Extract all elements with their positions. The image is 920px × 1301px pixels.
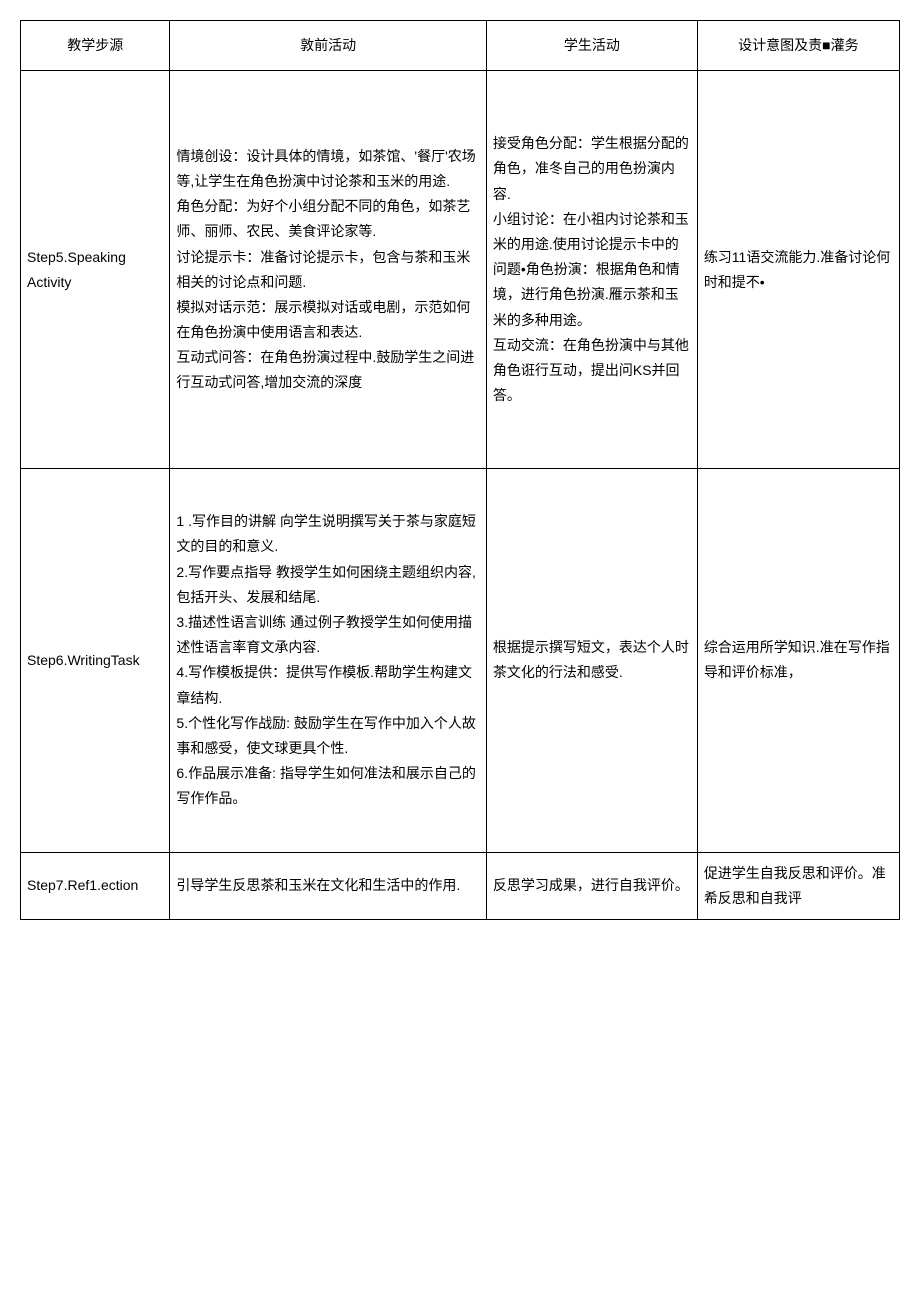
step-cell: Step7.Ref1.ection: [21, 852, 170, 919]
step-cell: Step5.Speaking Activity: [21, 71, 170, 469]
header-teacher: 敦前活动: [170, 21, 486, 71]
lesson-plan-table: 教学步源 敦前活动 学生活动 设计意图及责■灌务 Step5.Speaking …: [20, 20, 900, 920]
header-design: 设计意图及责■灌务: [697, 21, 899, 71]
teacher-cell: 1 .写作目的讲解 向学生说明撰写关于茶与家庭短文的目的和意义.2.写作要点指导…: [170, 469, 486, 852]
step-cell: Step6.WritingTask: [21, 469, 170, 852]
student-cell: 接受角色分配：学生根据分配的角色，准冬自己的用色扮演内容.小组讨论：在小祖内讨论…: [486, 71, 697, 469]
teacher-cell: 引导学生反思茶和玉米在文化和生活中的作用.: [170, 852, 486, 919]
header-step: 教学步源: [21, 21, 170, 71]
design-cell: 综合运用所学知识.准在写作指导和评价标准，: [697, 469, 899, 852]
table-row: Step6.WritingTask 1 .写作目的讲解 向学生说明撰写关于茶与家…: [21, 469, 900, 852]
design-cell: 促进学生自我反思和评价。准希反思和自我评: [697, 852, 899, 919]
student-cell: 根据提示撰写短文，表达个人时茶文化的行法和感受.: [486, 469, 697, 852]
header-student: 学生活动: [486, 21, 697, 71]
design-cell: 练习11语交流能力.准备讨论何时和提不•: [697, 71, 899, 469]
teacher-cell: 情境创设：设计具体的情境，如茶馆、'餐厅'农场等,让学生在角色扮演中讨论茶和玉米…: [170, 71, 486, 469]
table-row: Step5.Speaking Activity 情境创设：设计具体的情境，如茶馆…: [21, 71, 900, 469]
table-row: Step7.Ref1.ection 引导学生反思茶和玉米在文化和生活中的作用. …: [21, 852, 900, 919]
student-cell: 反思学习成果，进行自我评价。: [486, 852, 697, 919]
table-header-row: 教学步源 敦前活动 学生活动 设计意图及责■灌务: [21, 21, 900, 71]
